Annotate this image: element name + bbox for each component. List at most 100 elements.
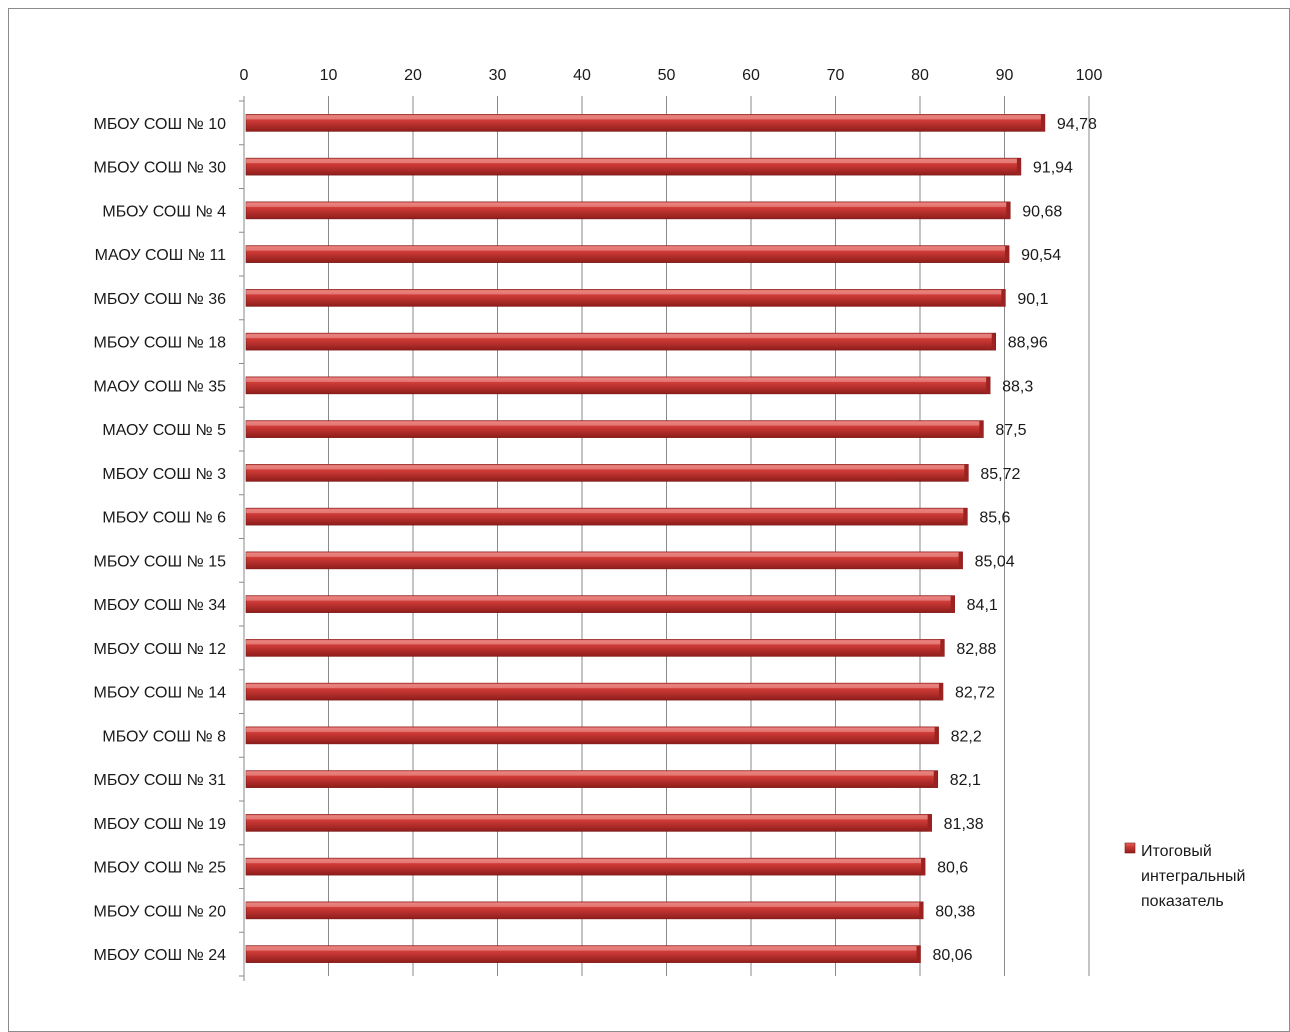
category-label: МБОУ СОШ № 30 xyxy=(93,160,226,177)
category-label: МБОУ СОШ № 14 xyxy=(93,685,226,702)
data-label: 80,6 xyxy=(937,860,968,877)
data-label: 88,3 xyxy=(1002,378,1033,395)
x-tick-label: 0 xyxy=(240,67,249,84)
data-label: 88,96 xyxy=(1008,335,1048,352)
data-label: 81,38 xyxy=(944,816,984,833)
bar-end-cap xyxy=(934,726,939,744)
bar-highlight xyxy=(246,902,923,907)
legend-swatch xyxy=(1124,842,1136,854)
legend-label: Итоговый xyxy=(1141,843,1212,860)
bar-highlight xyxy=(246,421,983,426)
legend-label: показатель xyxy=(1141,893,1224,910)
bar-highlight xyxy=(246,202,1010,207)
bar-highlight xyxy=(246,771,937,776)
bar-highlight xyxy=(246,334,995,339)
data-label: 84,1 xyxy=(967,597,998,614)
bar-highlight xyxy=(246,377,990,382)
category-label: МБОУ СОШ № 36 xyxy=(93,291,226,308)
data-label: 82,1 xyxy=(950,772,981,789)
data-label: 85,04 xyxy=(975,553,1015,570)
bar-end-cap xyxy=(940,639,945,657)
data-label: 80,06 xyxy=(933,947,973,964)
bar-highlight xyxy=(246,859,925,864)
category-label: МБОУ СОШ № 3 xyxy=(102,466,226,483)
labels: 0 10 20 30 40 50 60 70 80 90 100 МБОУ СОШ № 10 94,78… xyxy=(93,67,1102,964)
data-label: 94,78 xyxy=(1057,116,1097,133)
category-label: МБОУ СОШ № 12 xyxy=(93,641,226,658)
bar-end-cap xyxy=(979,420,984,438)
data-label: 91,94 xyxy=(1033,160,1073,177)
bar-end-cap xyxy=(916,945,921,963)
x-tick-label: 70 xyxy=(827,67,845,84)
x-tick-label: 50 xyxy=(658,67,676,84)
bar-highlight xyxy=(246,815,931,820)
bar-highlight xyxy=(246,465,968,470)
bar-highlight xyxy=(246,552,962,557)
x-tick-label: 10 xyxy=(320,67,338,84)
category-label: МАОУ СОШ № 35 xyxy=(93,378,226,395)
axes xyxy=(239,96,1090,981)
data-label: 82,2 xyxy=(951,728,982,745)
bar-end-cap xyxy=(963,508,968,526)
category-label: МАОУ СОШ № 11 xyxy=(95,247,226,264)
bar-highlight xyxy=(246,946,920,951)
data-label: 85,6 xyxy=(979,510,1010,527)
x-tick-label: 30 xyxy=(489,67,507,84)
bar-highlight xyxy=(246,727,938,732)
category-label: МБОУ СОШ № 25 xyxy=(93,860,226,877)
bar-end-cap xyxy=(921,858,926,876)
gridlines xyxy=(243,101,1090,976)
bar-end-cap xyxy=(938,683,943,701)
bar-highlight xyxy=(246,684,942,689)
bar-end-cap xyxy=(1040,114,1045,132)
x-tick-label: 20 xyxy=(404,67,422,84)
bar-highlight xyxy=(246,115,1044,120)
bar-end-cap xyxy=(950,595,955,613)
bar-highlight xyxy=(246,159,1020,164)
bar-end-cap xyxy=(1001,289,1006,307)
category-label: МБОУ СОШ № 19 xyxy=(93,816,226,833)
bar-highlight xyxy=(246,509,967,514)
legend: Итоговый интегральный показатель xyxy=(1124,842,1245,910)
category-label: МБОУ СОШ № 6 xyxy=(102,510,226,527)
bar-end-cap xyxy=(933,770,938,788)
bar-end-cap xyxy=(1006,201,1011,219)
bar-end-cap xyxy=(958,551,963,569)
bar-end-cap xyxy=(919,901,924,919)
bar-highlight xyxy=(246,640,944,645)
data-label: 87,5 xyxy=(995,422,1026,439)
category-label: МБОУ СОШ № 4 xyxy=(102,203,226,220)
category-label: МБОУ СОШ № 18 xyxy=(93,335,226,352)
data-label: 90,68 xyxy=(1022,203,1062,220)
data-label: 82,72 xyxy=(955,685,995,702)
data-label: 85,72 xyxy=(980,466,1020,483)
x-tick-label: 90 xyxy=(996,67,1014,84)
bars xyxy=(245,114,1046,963)
category-label: МБОУ СОШ № 10 xyxy=(93,116,226,133)
data-label: 90,54 xyxy=(1021,247,1061,264)
bar-highlight xyxy=(246,290,1005,295)
category-label: МБОУ СОШ № 24 xyxy=(93,947,226,964)
category-label: МБОУ СОШ № 15 xyxy=(93,553,226,570)
category-label: МБОУ СОШ № 34 xyxy=(93,597,226,614)
x-tick-label: 80 xyxy=(911,67,929,84)
category-label: МБОУ СОШ № 31 xyxy=(93,772,226,789)
bar-end-cap xyxy=(927,814,932,832)
category-label: МАОУ СОШ № 5 xyxy=(102,422,226,439)
x-tick-label: 60 xyxy=(742,67,760,84)
category-label: МБОУ СОШ № 20 xyxy=(93,903,226,920)
legend-label: интегральный xyxy=(1141,868,1245,885)
data-label: 80,38 xyxy=(935,903,975,920)
bar-end-cap xyxy=(986,376,991,394)
data-label: 82,88 xyxy=(956,641,996,658)
bar-highlight xyxy=(246,246,1009,251)
category-label: МБОУ СОШ № 8 xyxy=(102,728,226,745)
bar-end-cap xyxy=(991,333,996,351)
x-tick-label: 40 xyxy=(573,67,591,84)
x-tick-label: 100 xyxy=(1076,67,1103,84)
bar-end-cap xyxy=(1016,158,1021,176)
bar-highlight xyxy=(246,596,954,601)
data-label: 90,1 xyxy=(1017,291,1048,308)
bar-end-cap xyxy=(1005,245,1010,263)
